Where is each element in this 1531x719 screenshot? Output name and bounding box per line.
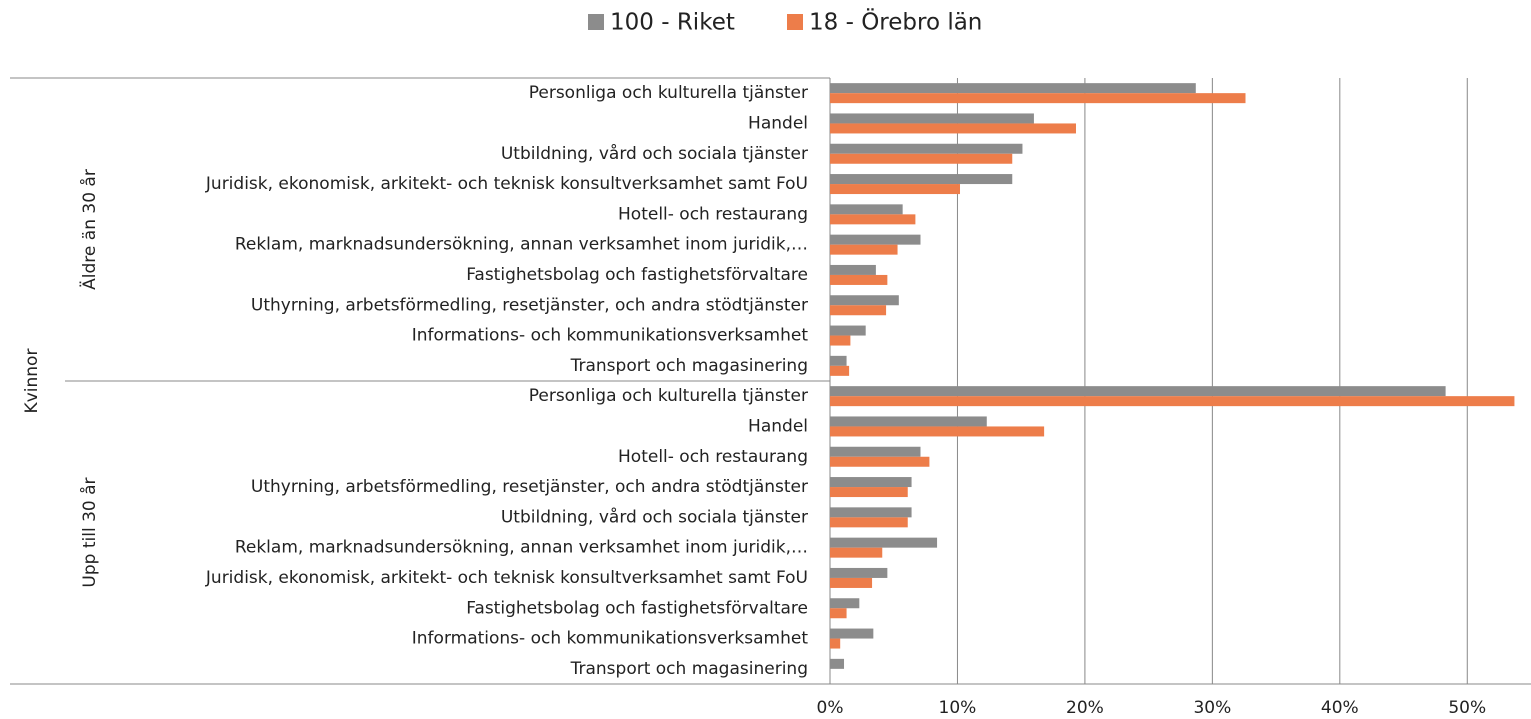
bar [830, 305, 887, 316]
bar [830, 537, 938, 548]
x-tick-label: 40% [1321, 698, 1359, 718]
y-tick-label: Reklam, marknadsundersökning, annan verk… [235, 235, 808, 255]
bar [830, 83, 1196, 94]
y-tick-label: Personliga och kulturella tjänster [529, 386, 808, 406]
bar [830, 456, 930, 467]
legend-label: 100 - Riket [610, 10, 735, 36]
legend-swatch [787, 14, 803, 30]
bar [830, 567, 888, 578]
y-tick-label: Handel [748, 113, 808, 133]
bar [830, 598, 860, 609]
bar [830, 638, 841, 649]
x-tick-label: 50% [1448, 698, 1486, 718]
y-tick-label: Informations- och kommunikationsverksamh… [412, 326, 809, 346]
bar [830, 295, 899, 306]
outer-group-label: Kvinnor [22, 349, 42, 414]
bar [830, 477, 912, 488]
bar [830, 264, 876, 275]
x-tick-label: 10% [939, 698, 977, 718]
y-tick-label: Informations- och kommunikationsverksamh… [412, 629, 809, 649]
y-tick-label: Utbildning, vård och sociala tjänster [501, 506, 808, 527]
bar [830, 396, 1515, 407]
bar [830, 416, 987, 427]
bar [830, 628, 874, 639]
bar [830, 426, 1045, 437]
y-tick-label: Fastighetsbolag och fastighetsförvaltare [466, 265, 808, 285]
y-tick-label: Reklam, marknadsundersökning, annan verk… [235, 538, 808, 558]
y-tick-label: Hotell- och restaurang [618, 204, 808, 224]
bar [830, 355, 847, 366]
bar [830, 274, 888, 285]
bar [830, 335, 851, 346]
bar [830, 507, 912, 518]
bar [830, 174, 1013, 185]
bar [830, 184, 961, 195]
y-tick-label: Fastighetsbolag och fastighetsförvaltare [466, 598, 808, 618]
bar [830, 325, 866, 336]
y-tick-label: Juridisk, ekonomisk, arkitekt- och tekni… [205, 174, 808, 194]
x-tick-label: 0% [817, 698, 844, 718]
group-label: Äldre än 30 år [79, 169, 100, 290]
bar [830, 547, 883, 558]
y-tick-label: Uthyrning, arbetsförmedling, resetjänste… [251, 295, 808, 315]
bar [830, 123, 1076, 134]
bar [830, 608, 847, 619]
y-tick-label: Hotell- och restaurang [618, 447, 808, 467]
bar [830, 93, 1246, 104]
bar [830, 204, 903, 215]
bar [830, 577, 873, 588]
bar [830, 658, 845, 669]
bar [830, 113, 1034, 124]
legend-label: 18 - Örebro län [809, 8, 982, 36]
y-tick-label: Transport och magasinering [570, 356, 808, 376]
bar [830, 365, 850, 376]
bar [830, 517, 908, 528]
bar [830, 214, 916, 225]
bar [830, 153, 1013, 164]
legend-swatch [588, 14, 604, 30]
bar [830, 446, 921, 457]
y-tick-label: Handel [748, 416, 808, 436]
y-tick-label: Uthyrning, arbetsförmedling, resetjänste… [251, 477, 808, 497]
y-tick-label: Utbildning, vård och sociala tjänster [501, 143, 808, 164]
y-tick-label: Transport och magasinering [570, 659, 808, 679]
bar [830, 487, 908, 498]
bar [830, 244, 898, 255]
x-tick-label: 20% [1066, 698, 1104, 718]
group-label: Upp till 30 år [79, 477, 100, 587]
y-tick-label: Personliga och kulturella tjänster [529, 83, 808, 103]
y-tick-label: Juridisk, ekonomisk, arkitekt- och tekni… [205, 568, 808, 588]
bar [830, 143, 1023, 154]
bar [830, 234, 921, 245]
x-tick-label: 30% [1193, 698, 1231, 718]
bar [830, 386, 1446, 397]
